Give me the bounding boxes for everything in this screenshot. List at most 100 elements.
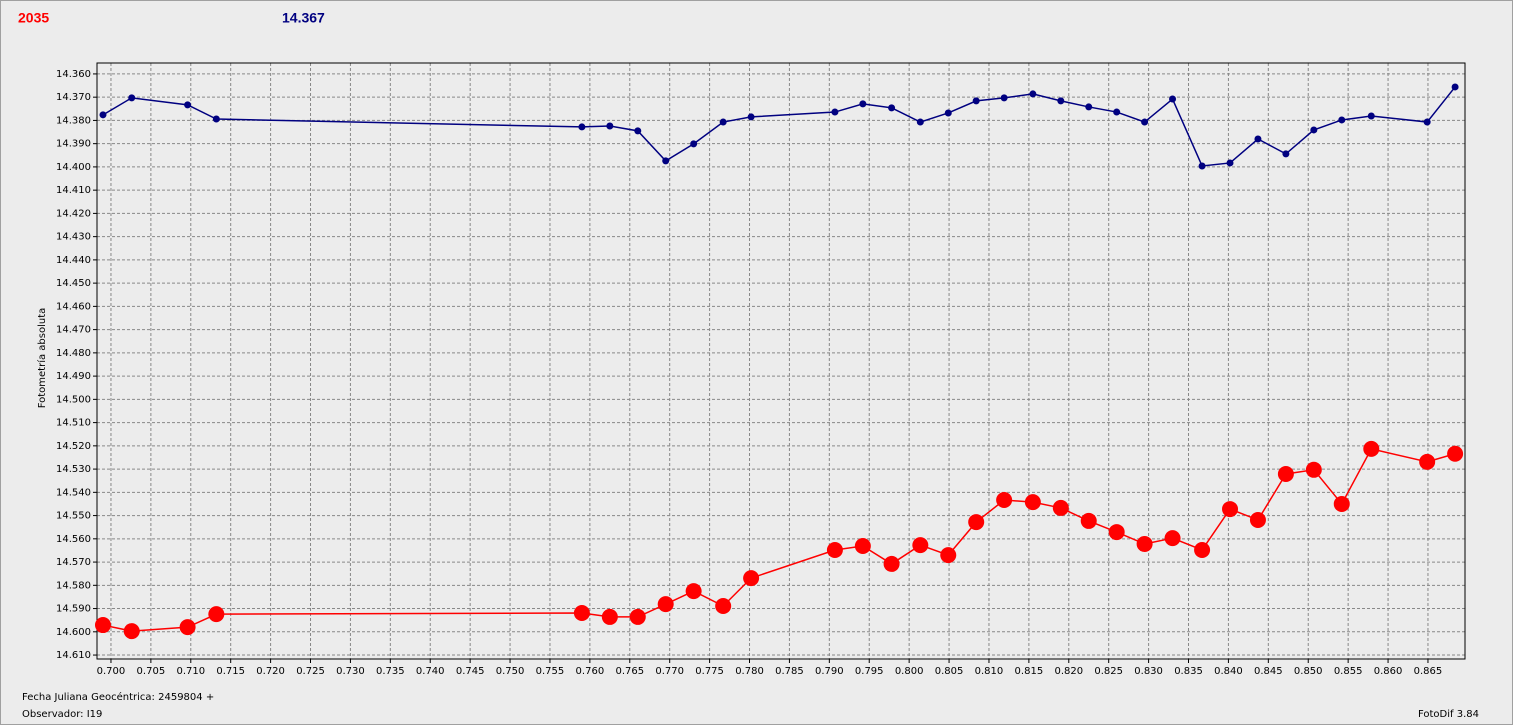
y-tick-label: 14.380 bbox=[56, 115, 91, 126]
data-point bbox=[972, 97, 980, 105]
x-tick-label: 0.755 bbox=[536, 666, 565, 677]
x-tick-label: 0.780 bbox=[735, 666, 764, 677]
data-point bbox=[1419, 453, 1436, 470]
data-point bbox=[1249, 511, 1266, 528]
data-point bbox=[1136, 535, 1153, 552]
x-tick-label: 0.820 bbox=[1054, 666, 1083, 677]
data-point bbox=[128, 94, 136, 102]
data-point bbox=[888, 104, 896, 112]
data-point bbox=[94, 617, 111, 634]
x-tick-label: 0.750 bbox=[496, 666, 525, 677]
data-point bbox=[854, 538, 871, 555]
y-axis-label: Fotometría absoluta bbox=[36, 308, 48, 409]
data-point bbox=[968, 514, 985, 531]
data-point bbox=[996, 492, 1013, 509]
data-point bbox=[912, 537, 929, 554]
x-tick-label: 0.715 bbox=[216, 666, 245, 677]
y-tick-label: 14.370 bbox=[56, 92, 91, 103]
data-point bbox=[601, 608, 618, 625]
data-point bbox=[208, 606, 225, 623]
y-tick-label: 14.470 bbox=[56, 325, 91, 336]
data-point bbox=[916, 118, 924, 126]
data-point bbox=[1113, 108, 1121, 116]
data-point bbox=[1164, 530, 1181, 547]
x-tick-label: 0.810 bbox=[975, 666, 1004, 677]
y-tick-label: 14.450 bbox=[56, 278, 91, 289]
y-tick-label: 14.560 bbox=[56, 534, 91, 545]
x-tick-label: 0.700 bbox=[97, 666, 126, 677]
x-tick-label: 0.735 bbox=[376, 666, 405, 677]
y-tick-label: 14.530 bbox=[56, 464, 91, 475]
y-tick-label: 14.580 bbox=[56, 580, 91, 591]
data-point bbox=[1052, 499, 1069, 516]
x-tick-label: 0.725 bbox=[296, 666, 325, 677]
x-tick-label: 0.850 bbox=[1294, 666, 1323, 677]
x-tick-label: 0.805 bbox=[935, 666, 964, 677]
x-tick-label: 0.770 bbox=[655, 666, 684, 677]
x-tick-label: 0.830 bbox=[1134, 666, 1163, 677]
data-point bbox=[629, 608, 646, 625]
x-tick-label: 0.865 bbox=[1414, 666, 1443, 677]
data-point bbox=[1447, 445, 1464, 462]
data-point bbox=[944, 109, 952, 117]
x-tick-label: 0.845 bbox=[1254, 666, 1283, 677]
data-point bbox=[123, 623, 140, 640]
plot-area bbox=[97, 63, 1465, 659]
data-point bbox=[690, 140, 698, 148]
data-point bbox=[578, 123, 586, 131]
x-tick-label: 0.835 bbox=[1174, 666, 1203, 677]
data-point bbox=[1226, 159, 1234, 167]
x-tick-label: 0.785 bbox=[775, 666, 804, 677]
y-tick-label: 14.420 bbox=[56, 208, 91, 219]
data-point bbox=[606, 122, 614, 130]
data-point bbox=[743, 570, 760, 587]
data-point bbox=[179, 619, 196, 636]
data-point bbox=[1024, 494, 1041, 511]
data-point bbox=[715, 598, 732, 615]
data-point bbox=[1282, 150, 1290, 158]
data-point bbox=[184, 101, 192, 109]
data-point bbox=[826, 541, 843, 558]
y-tick-label: 14.400 bbox=[56, 162, 91, 173]
y-tick-label: 14.440 bbox=[56, 255, 91, 266]
data-point bbox=[1333, 495, 1350, 512]
x-tick-label: 0.730 bbox=[336, 666, 365, 677]
y-tick-label: 14.540 bbox=[56, 487, 91, 498]
legend-entry: 2035 bbox=[18, 10, 49, 26]
observer: Observador: I19 bbox=[22, 709, 102, 720]
x-tick-label: 0.740 bbox=[416, 666, 445, 677]
data-point bbox=[1108, 524, 1125, 541]
data-point bbox=[1254, 135, 1262, 143]
y-tick-label: 14.410 bbox=[56, 185, 91, 196]
data-point bbox=[1222, 501, 1239, 518]
data-point bbox=[831, 108, 839, 116]
y-tick-label: 14.550 bbox=[56, 511, 91, 522]
y-tick-label: 14.390 bbox=[56, 139, 91, 150]
y-tick-label: 14.360 bbox=[56, 69, 91, 80]
y-tick-label: 14.500 bbox=[56, 394, 91, 405]
y-tick-label: 14.510 bbox=[56, 418, 91, 429]
data-point bbox=[573, 604, 590, 621]
x-tick-label: 0.860 bbox=[1374, 666, 1403, 677]
x-tick-label: 0.795 bbox=[855, 666, 884, 677]
x-tick-label: 0.775 bbox=[695, 666, 724, 677]
data-point bbox=[662, 157, 670, 165]
data-point bbox=[1310, 126, 1318, 134]
x-tick-label: 0.815 bbox=[1015, 666, 1044, 677]
y-tick-label: 14.600 bbox=[56, 627, 91, 638]
x-tick-label: 0.765 bbox=[615, 666, 644, 677]
data-point bbox=[1141, 118, 1149, 126]
data-point bbox=[1338, 116, 1346, 124]
data-point bbox=[1451, 83, 1459, 91]
software: FotoDif 3.84 bbox=[1418, 709, 1479, 720]
data-point bbox=[1277, 465, 1294, 482]
data-point bbox=[99, 111, 107, 119]
y-tick-label: 14.480 bbox=[56, 348, 91, 359]
y-tick-label: 14.570 bbox=[56, 557, 91, 568]
data-point bbox=[1057, 97, 1065, 105]
x-tick-label: 0.720 bbox=[256, 666, 285, 677]
data-point bbox=[719, 118, 727, 126]
x-tick-label: 0.710 bbox=[176, 666, 205, 677]
data-point bbox=[1367, 112, 1375, 120]
